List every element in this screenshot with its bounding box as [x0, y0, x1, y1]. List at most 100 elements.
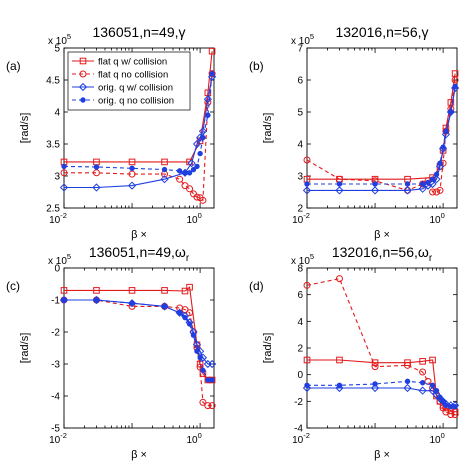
data-point — [452, 403, 458, 410]
series-orig-q-w-collision — [302, 83, 460, 195]
data-point — [160, 175, 169, 184]
data-point — [443, 402, 449, 409]
data-point — [194, 163, 200, 170]
x-axis-label: β × — [131, 229, 147, 241]
chart-title: 136051,n=49,ωr — [89, 244, 190, 264]
data-point — [128, 287, 136, 294]
series-line — [64, 73, 213, 202]
data-point — [443, 128, 449, 134]
y-tick-label: 5 — [54, 44, 60, 55]
data-point — [181, 182, 189, 190]
data-point — [404, 378, 411, 385]
data-point — [193, 193, 201, 201]
data-point — [161, 166, 168, 173]
data-point — [209, 377, 215, 383]
y-tick-label: 2 — [297, 204, 303, 215]
plot-frame — [63, 267, 215, 429]
chart-title: 136051,n=49,γ — [92, 24, 185, 40]
y-tick-label: 4 — [297, 317, 303, 328]
data-point — [429, 188, 437, 196]
data-point — [433, 171, 440, 178]
x-tick-label: 100 — [429, 431, 444, 446]
data-point — [451, 411, 459, 419]
y-tick-label: 5 — [297, 108, 303, 119]
series-orig-q-no-collision — [304, 378, 458, 410]
data-point — [419, 379, 426, 386]
y-tick-label: 2 — [297, 344, 303, 355]
x-tick-label: 10-2 — [292, 211, 310, 226]
y-tick-label: 2.5 — [46, 204, 60, 215]
y-axis-label: [rad/s] — [262, 333, 274, 364]
data-point — [370, 186, 380, 195]
data-point — [161, 287, 168, 294]
y-tick-label: 6 — [297, 76, 303, 87]
y-tick-label: -4 — [294, 424, 303, 435]
data-point — [181, 287, 189, 295]
data-point — [436, 186, 444, 194]
data-point — [78, 82, 88, 92]
y-tick-label: 3 — [54, 172, 60, 183]
data-point — [336, 181, 343, 187]
data-point — [419, 358, 426, 365]
data-point — [433, 188, 441, 196]
data-point — [447, 99, 455, 106]
data-point — [59, 183, 69, 192]
y-tick-label: 4.5 — [46, 76, 60, 87]
series-orig-q-no-collision — [61, 297, 215, 383]
data-point — [207, 359, 217, 369]
data-point — [187, 159, 196, 168]
data-point — [335, 383, 344, 393]
data-point — [182, 314, 188, 321]
x-tick-label: 100 — [429, 211, 444, 226]
panel-label: (c) — [6, 279, 20, 293]
data-point — [182, 170, 188, 176]
series-line — [306, 278, 456, 416]
data-point — [61, 297, 67, 303]
data-point — [437, 394, 443, 401]
data-point — [79, 57, 87, 65]
data-point — [199, 196, 207, 204]
data-point — [198, 127, 208, 136]
y-tick-label: 0 — [54, 264, 60, 275]
x-tick-label: 10-2 — [49, 211, 67, 226]
data-point — [419, 181, 426, 187]
data-point — [370, 383, 380, 393]
data-point — [79, 70, 87, 78]
data-point — [93, 297, 100, 303]
data-point — [404, 181, 411, 187]
chart-panel-4: -4 -2 0 2 4 6 8 10-2 100 132016,n=56,ωr x 105 β × [r… — [249, 244, 460, 461]
legend: flat q w/ collision flat q no collision or… — [67, 51, 191, 111]
data-point — [200, 134, 206, 141]
data-point — [161, 303, 168, 310]
data-point — [447, 411, 455, 419]
panel-label: (b) — [249, 59, 264, 73]
y-tick-label: 8 — [297, 264, 303, 275]
y-axis-label: [rad/s] — [19, 113, 31, 144]
y-tick-label: -5 — [51, 424, 60, 435]
y-axis-label: [rad/s] — [19, 333, 31, 364]
data-point — [419, 368, 427, 376]
y-multiplier: x 105 — [48, 32, 71, 47]
data-point — [92, 169, 100, 177]
y-tick-label: 7 — [297, 44, 303, 55]
data-point — [129, 165, 135, 172]
y-tick-label: -4 — [51, 392, 60, 403]
data-point — [161, 158, 168, 166]
data-point — [452, 83, 458, 90]
data-point — [207, 72, 217, 81]
y-axis-label: [rad/s] — [262, 113, 274, 144]
data-point — [435, 162, 445, 171]
data-point — [93, 164, 100, 170]
legend-label: orig. q w/ collision — [98, 83, 173, 94]
data-point — [186, 283, 193, 291]
data-point — [208, 402, 216, 410]
data-point — [204, 402, 212, 410]
data-point — [186, 309, 194, 317]
y-tick-label: 4 — [54, 108, 60, 119]
data-point — [403, 383, 412, 393]
x-tick-label: 100 — [186, 211, 201, 226]
data-point — [440, 144, 446, 150]
data-point — [335, 186, 344, 195]
x-axis-label: β × — [374, 229, 390, 241]
data-point — [92, 183, 101, 192]
